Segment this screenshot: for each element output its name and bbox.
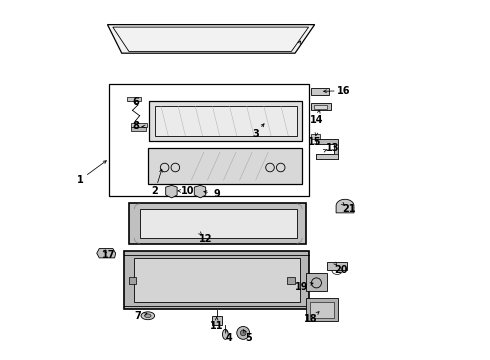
Polygon shape	[166, 185, 177, 198]
Polygon shape	[317, 154, 338, 158]
Text: 21: 21	[342, 203, 355, 213]
Circle shape	[237, 327, 249, 339]
Polygon shape	[314, 105, 327, 109]
Polygon shape	[140, 209, 297, 238]
Text: 14: 14	[310, 115, 323, 125]
Text: 20: 20	[334, 265, 347, 275]
Text: 18: 18	[304, 314, 318, 324]
Circle shape	[241, 330, 246, 336]
Text: 12: 12	[199, 234, 213, 244]
Polygon shape	[212, 316, 222, 325]
Polygon shape	[311, 103, 331, 111]
Polygon shape	[134, 258, 300, 302]
Polygon shape	[317, 139, 338, 158]
Text: 4: 4	[225, 333, 232, 343]
Polygon shape	[155, 106, 297, 136]
Text: 11: 11	[210, 321, 223, 332]
Text: 19: 19	[295, 282, 309, 292]
Polygon shape	[287, 277, 295, 284]
Ellipse shape	[141, 312, 155, 320]
Polygon shape	[310, 302, 334, 318]
Polygon shape	[194, 185, 206, 198]
Polygon shape	[129, 203, 306, 244]
Polygon shape	[97, 249, 116, 258]
Ellipse shape	[145, 314, 151, 318]
Polygon shape	[327, 262, 347, 270]
Text: 9: 9	[213, 189, 220, 199]
Text: 6: 6	[133, 97, 140, 107]
Text: 2: 2	[151, 186, 158, 197]
Polygon shape	[124, 251, 309, 309]
Text: 15: 15	[308, 137, 321, 147]
Polygon shape	[311, 134, 320, 139]
Text: 16: 16	[337, 86, 350, 96]
Polygon shape	[148, 102, 302, 141]
Polygon shape	[131, 123, 147, 127]
Polygon shape	[129, 277, 136, 284]
Polygon shape	[311, 88, 329, 95]
Text: 1: 1	[76, 175, 83, 185]
Text: 13: 13	[326, 143, 339, 153]
Ellipse shape	[222, 329, 228, 339]
Polygon shape	[336, 199, 354, 213]
Polygon shape	[306, 273, 327, 292]
Polygon shape	[148, 148, 302, 184]
Polygon shape	[107, 24, 315, 53]
Polygon shape	[127, 97, 142, 102]
Text: 7: 7	[134, 311, 141, 321]
Text: 8: 8	[133, 121, 140, 131]
Text: 17: 17	[102, 250, 115, 260]
Text: 3: 3	[252, 129, 259, 139]
Polygon shape	[131, 127, 146, 131]
Text: 5: 5	[245, 333, 252, 343]
Polygon shape	[306, 298, 338, 321]
Text: 10: 10	[181, 186, 195, 197]
